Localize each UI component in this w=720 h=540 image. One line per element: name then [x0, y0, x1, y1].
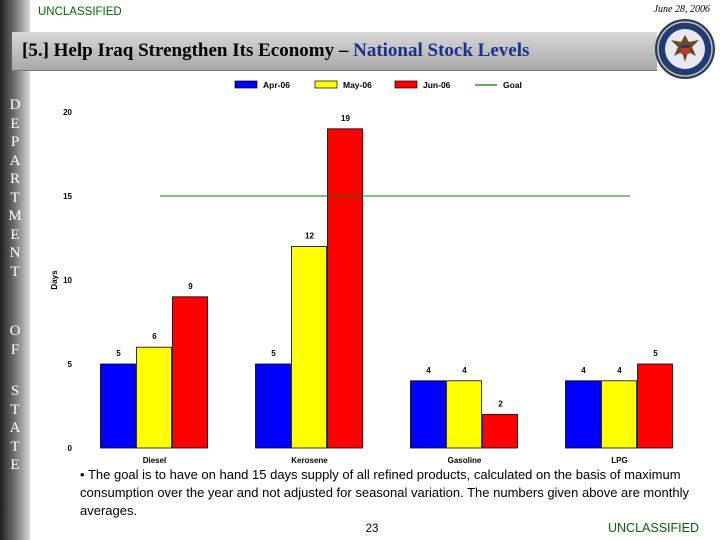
- slide-date: June 28, 2006: [653, 4, 710, 15]
- bar-value-label: 19: [341, 114, 350, 123]
- y-tick-label: 5: [68, 360, 73, 369]
- bar-may-06-diesel: [136, 346, 172, 449]
- classification-bottom: UNCLASSIFIED: [608, 521, 699, 535]
- bar-apr-06-kerosene: [255, 363, 291, 449]
- legend-label: Jun-06: [423, 80, 451, 90]
- x-category-label: Kerosene: [291, 456, 328, 465]
- bar-value-label: 12: [305, 231, 314, 240]
- footnote-text: The goal is to have on hand 15 days supp…: [80, 467, 689, 518]
- bar-apr-06-diesel: [100, 363, 136, 449]
- bar-value-label: 5: [653, 349, 658, 358]
- legend-swatch: [394, 80, 418, 89]
- bar-jun-06-diesel: [172, 296, 208, 449]
- bar-value-label: 4: [617, 366, 622, 375]
- y-tick-label: 15: [63, 192, 72, 201]
- bar-jun-06-kerosene: [327, 128, 363, 449]
- y-axis-label: Days: [50, 270, 59, 290]
- bar-value-label: 4: [581, 366, 586, 375]
- bar-may-06-lpg: [601, 380, 637, 449]
- legend-swatch: [314, 80, 338, 89]
- bar-value-label: 6: [152, 332, 157, 341]
- bullet-icon: •: [80, 467, 85, 482]
- x-category-label: Gasoline: [448, 456, 482, 465]
- x-category-label: Diesel: [143, 456, 167, 465]
- y-tick-label: 0: [68, 444, 73, 453]
- legend-label: Apr-06: [263, 80, 290, 90]
- bar-value-label: 5: [271, 349, 276, 358]
- bar-value-label: 4: [462, 366, 467, 375]
- title-highlight: National Stock Levels: [353, 40, 530, 61]
- y-tick-label: 10: [63, 276, 72, 285]
- y-tick-label: 20: [63, 108, 72, 117]
- slide-title: [5.] Help Iraq Strengthen Its Economy – …: [22, 40, 529, 62]
- bar-value-label: 4: [426, 366, 431, 375]
- legend-label: Goal: [503, 80, 522, 90]
- page-number: 23: [365, 523, 379, 535]
- bar-apr-06-gasoline: [410, 380, 446, 449]
- bar-jun-06-lpg: [637, 363, 673, 449]
- bar-value-label: 5: [116, 349, 121, 358]
- legend-swatch: [234, 80, 258, 89]
- bar-may-06-kerosene: [291, 245, 327, 449]
- state-department-seal-icon: [655, 19, 715, 79]
- legend-label: May-06: [343, 80, 372, 90]
- bar-apr-06-lpg: [565, 380, 601, 449]
- title-prefix: [5.] Help Iraq Strengthen Its Economy –: [22, 40, 354, 61]
- x-category-label: LPG: [611, 456, 627, 465]
- classification-top: UNCLASSIFIED: [38, 6, 122, 18]
- bar-value-label: 2: [498, 399, 503, 408]
- title-bar: [12, 32, 657, 71]
- footnote: • The goal is to have on hand 15 days su…: [80, 466, 700, 520]
- bar-jun-06-gasoline: [482, 413, 518, 449]
- bar-may-06-gasoline: [446, 380, 482, 449]
- bar-value-label: 9: [188, 282, 193, 291]
